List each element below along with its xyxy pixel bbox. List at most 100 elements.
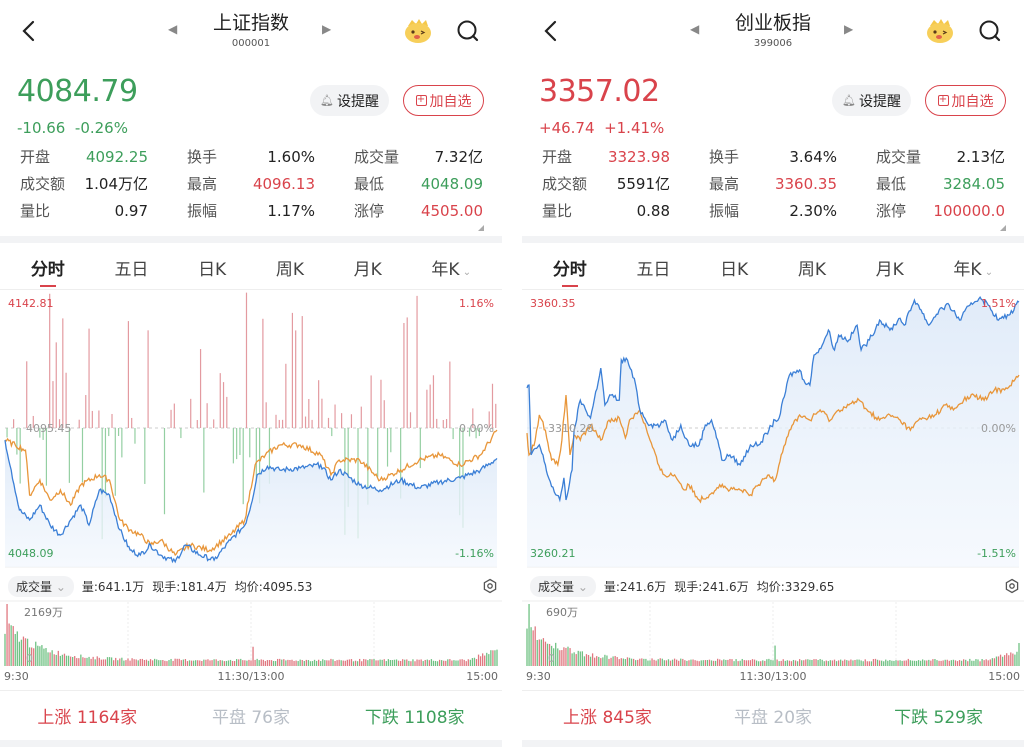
tab-label: 年K: [431, 260, 460, 280]
mascot-icon[interactable]: [925, 16, 955, 44]
add-watchlist-button[interactable]: + 加自选: [403, 85, 484, 116]
tab-0[interactable]: 分时: [553, 255, 587, 287]
bell-icon: 🔔︎: [842, 94, 856, 107]
divider: [0, 740, 502, 747]
bell-icon: 🔔︎: [320, 94, 334, 107]
prev-index-icon[interactable]: ◀: [168, 22, 178, 36]
tab-label: 年K: [953, 260, 982, 280]
stat-label: 成交量: [354, 148, 400, 166]
gear-icon[interactable]: [482, 578, 498, 594]
search-icon[interactable]: [977, 18, 1003, 44]
prev-index-icon[interactable]: ◀: [690, 22, 700, 36]
stat-item: 成交量 2.13亿: [876, 147, 1005, 167]
search-icon[interactable]: [455, 18, 481, 44]
back-icon[interactable]: [18, 18, 42, 44]
expand-corner-icon[interactable]: [478, 225, 484, 231]
stat-label: 量比: [542, 202, 573, 220]
decliners-count: 1108家: [404, 708, 465, 728]
mascot-icon[interactable]: [403, 16, 433, 44]
add-watchlist-button[interactable]: + 加自选: [925, 85, 1006, 116]
stat-value: 7.32亿: [434, 148, 483, 166]
price-area-fill: [527, 297, 1019, 567]
average-price: 均价:4095.53: [234, 579, 313, 594]
zero-pct-label: 0.00%: [981, 422, 1016, 435]
stat-value: 5591亿: [616, 175, 670, 193]
advancers: 上涨 845家: [563, 703, 652, 728]
indicator-selector[interactable]: 成交量 ⌄: [530, 575, 596, 597]
tab-4[interactable]: 月K: [876, 255, 904, 285]
change-percent: -0.26%: [74, 119, 128, 137]
prev-close-label: 3310.28: [548, 422, 594, 435]
stat-item: 振幅 2.30%: [709, 201, 837, 221]
min-pct-label: -1.51%: [977, 547, 1016, 560]
tab-label: 月K: [353, 260, 382, 280]
unchanged-count: 76家: [251, 708, 290, 728]
stock-panel: ◀ ▶ 上证指数 000001 4084.79 -10.66 -0.26% 🔔︎…: [0, 0, 502, 747]
chevron-down-icon: ⌄: [981, 267, 994, 278]
stat-label: 开盘: [542, 148, 573, 166]
stat-value: 2.30%: [789, 202, 837, 220]
time-start-label: 9:30: [4, 670, 29, 683]
time-end-label: 15:00: [466, 670, 498, 683]
zero-pct-label: 0.00%: [459, 422, 494, 435]
stat-item: 量比 0.97: [20, 201, 148, 221]
stat-item: 开盘 4092.25: [20, 147, 148, 167]
volume-max-label: 690万: [546, 606, 578, 619]
stat-value: 4505.00: [420, 202, 483, 220]
stock-panel: ◀ ▶ 创业板指 399006 3357.02 +46.74 +1.41% 🔔︎…: [522, 0, 1024, 747]
volume-zero-label: 0: [26, 652, 33, 665]
stat-label: 量比: [20, 202, 51, 220]
unchanged-label: 平盘: [733, 708, 768, 728]
tab-1[interactable]: 五日: [114, 255, 148, 285]
time-end-label: 15:00: [988, 670, 1020, 683]
intraday-chart[interactable]: 4142.81 1.16% 4095.45 0.00% 4048.09 -1.16%: [0, 291, 502, 569]
plus-square-icon: +: [937, 94, 949, 106]
index-code: 399006: [753, 38, 793, 49]
indicator-label: 成交量: [16, 579, 53, 594]
stat-label: 最低: [354, 175, 385, 193]
tab-2[interactable]: 日K: [720, 255, 748, 285]
back-icon[interactable]: [540, 18, 564, 44]
divider: [0, 236, 502, 243]
volume-bars: [4, 604, 498, 666]
volume-chart[interactable]: 690万 0 9:30 11:30/13:00 15:00: [522, 600, 1024, 688]
stats-grid: 开盘 4092.25 换手 1.60% 成交量 7.32亿 成交额 1.04万亿…: [20, 147, 483, 221]
tab-label: 五日: [636, 260, 671, 280]
stat-item: 最高 3360.35: [709, 174, 837, 194]
tab-4[interactable]: 月K: [354, 255, 382, 285]
expand-corner-icon[interactable]: [1000, 225, 1006, 231]
stat-value: 4048.09: [420, 175, 483, 193]
tab-3[interactable]: 周K: [276, 255, 304, 285]
volume-value: 量:241.6万: [603, 579, 667, 594]
max-pct-label: 1.51%: [981, 297, 1016, 310]
divider: [522, 236, 1024, 243]
volume-chart[interactable]: 2169万 0 9:30 11:30/13:00 15:00: [0, 600, 502, 688]
tab-5[interactable]: 年K ⌄: [953, 255, 993, 285]
stat-label: 成交额: [542, 175, 588, 193]
indicator-selector[interactable]: 成交量 ⌄: [8, 575, 74, 597]
tab-label: 日K: [198, 260, 227, 280]
intraday-chart[interactable]: 3360.35 1.51% 3310.28 0.00% 3260.21 -1.51%: [522, 291, 1024, 569]
stat-label: 振幅: [187, 202, 218, 220]
tab-label: 月K: [875, 260, 904, 280]
stat-value: 1.60%: [267, 148, 315, 166]
current-price: 4084.79: [17, 74, 138, 109]
tab-label: 分时: [30, 260, 65, 280]
set-alert-button[interactable]: 🔔︎ 设提醒: [832, 85, 911, 116]
tab-2[interactable]: 日K: [198, 255, 226, 285]
decliners: 下跌 529家: [894, 703, 983, 728]
gear-icon[interactable]: [1004, 578, 1020, 594]
stat-item: 最低 4048.09: [354, 174, 483, 194]
price-line: [4, 440, 498, 564]
tab-0[interactable]: 分时: [30, 255, 65, 287]
advancers-label: 上涨: [37, 708, 72, 728]
next-index-icon[interactable]: ▶: [322, 22, 332, 36]
next-index-icon[interactable]: ▶: [844, 22, 854, 36]
set-alert-label: 设提醒: [858, 93, 901, 110]
max-price-label: 4142.81: [8, 297, 54, 310]
tab-3[interactable]: 周K: [798, 255, 826, 285]
tab-1[interactable]: 五日: [636, 255, 670, 285]
stat-label: 成交额: [20, 175, 66, 193]
tab-5[interactable]: 年K ⌄: [431, 255, 471, 285]
set-alert-button[interactable]: 🔔︎ 设提醒: [310, 85, 389, 116]
